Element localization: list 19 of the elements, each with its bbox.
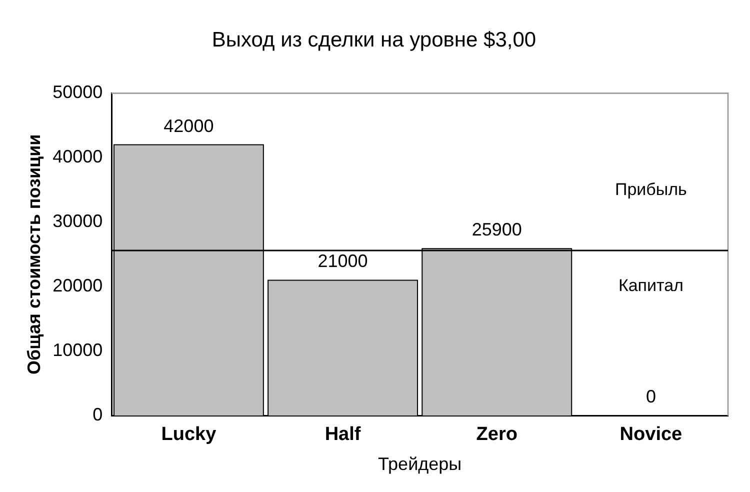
annotation: Капитал [618,276,684,296]
x-tick-label: Novice [620,424,682,446]
y-tick-label: 10000 [52,340,103,360]
x-tick-label: Zero [476,424,518,446]
x-axis-title: Трейдеры [378,454,462,474]
x-tick-label: Half [324,424,362,446]
y-tick-label: 30000 [52,211,103,232]
data-label: 25900 [472,220,522,240]
data-label: 21000 [318,251,368,272]
y-tick-label: 20000 [52,276,103,296]
data-label: 42000 [164,116,214,136]
y-tick-label: 40000 [52,146,103,167]
y-tick-label: 50000 [52,82,103,102]
data-label: 0 [646,386,656,407]
x-tick-label: Lucky [161,424,217,446]
chart-title: Выход из сделки на уровне $3,00 [212,28,536,52]
y-tick-label: 0 [92,404,103,425]
y-axis-title: Общая стоимость позиции [24,134,44,375]
annotation: Прибыль [615,180,688,200]
